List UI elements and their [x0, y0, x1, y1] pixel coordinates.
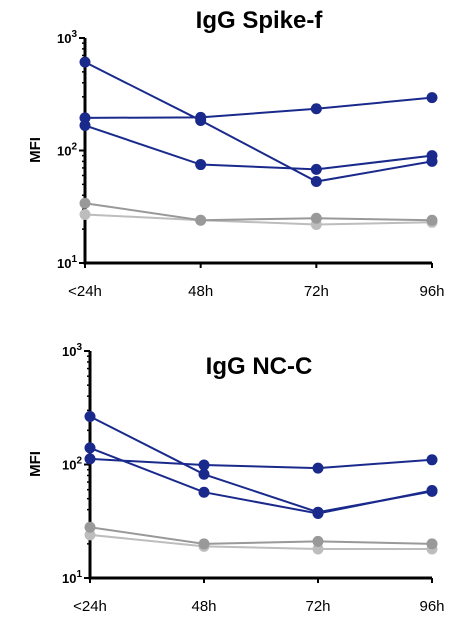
y-tick-label: 101 — [62, 569, 82, 586]
data-point — [312, 506, 324, 518]
data-point — [426, 214, 438, 226]
data-point — [195, 214, 207, 226]
y-tick-label: 102 — [62, 456, 82, 473]
x-tick-label: 72h — [304, 283, 329, 300]
series-line — [84, 213, 433, 226]
series-2 — [79, 92, 438, 124]
chart-title: IgG NC-C — [206, 353, 313, 380]
data-point — [198, 468, 210, 480]
x-tick-label: 48h — [188, 283, 213, 300]
series-line — [89, 533, 432, 551]
data-point — [79, 56, 91, 68]
data-point — [79, 112, 91, 124]
series-line — [89, 526, 433, 545]
data-point — [426, 155, 438, 167]
data-point — [195, 159, 207, 171]
data-point — [198, 538, 210, 550]
series-3 — [79, 119, 438, 175]
data-point — [310, 176, 322, 188]
nc-c-chart: IgG NC-C MFI 101 102 103 <24h 48h 72h 96h — [27, 342, 445, 615]
x-tick-label: 96h — [419, 598, 444, 615]
y-axis-label: MFI — [27, 451, 44, 477]
series-line — [84, 124, 433, 171]
data-point — [310, 103, 322, 115]
data-point — [426, 92, 438, 104]
series-4 — [84, 521, 438, 550]
data-point — [426, 454, 438, 466]
data-point — [79, 119, 91, 131]
data-point — [312, 535, 324, 547]
series-line — [84, 96, 433, 119]
data-point — [198, 486, 210, 498]
data-point — [84, 410, 96, 422]
data-point — [198, 459, 210, 471]
series-3 — [84, 453, 438, 474]
x-tick-label: <24h — [73, 598, 107, 615]
series-line — [89, 446, 433, 515]
data-point — [84, 442, 96, 454]
data-point — [312, 462, 324, 474]
y-axis-label: MFI — [27, 137, 44, 163]
x-tick-label: 96h — [419, 283, 444, 300]
y-tick-label: 101 — [57, 254, 77, 271]
data-point — [79, 208, 91, 220]
data-point — [310, 212, 322, 224]
chart-title: IgG Spike-f — [196, 7, 324, 34]
data-point — [84, 521, 96, 533]
series-line — [89, 457, 433, 470]
y-tick-label: 103 — [57, 29, 77, 46]
series-4 — [79, 197, 438, 226]
series-line — [84, 202, 433, 222]
y-tick-label: 103 — [62, 342, 82, 359]
spike-f-chart: IgG Spike-f MFI 101 102 103 <24h 48h 72h 96h — [27, 7, 445, 300]
x-tick-label: <24h — [68, 283, 102, 300]
data-point — [195, 114, 207, 126]
series-1 — [79, 56, 438, 188]
data-point — [79, 197, 91, 209]
x-tick-label: 48h — [191, 598, 216, 615]
series-1 — [84, 410, 438, 518]
y-tick-label: 102 — [57, 142, 77, 159]
data-point — [426, 538, 438, 550]
data-point — [310, 163, 322, 175]
data-point — [426, 485, 438, 497]
x-tick-label: 72h — [305, 598, 330, 615]
series-line — [84, 61, 433, 183]
data-point — [84, 529, 96, 541]
series-line — [89, 415, 433, 514]
data-point — [84, 453, 96, 465]
series-2 — [84, 442, 438, 520]
data-point — [312, 543, 324, 555]
